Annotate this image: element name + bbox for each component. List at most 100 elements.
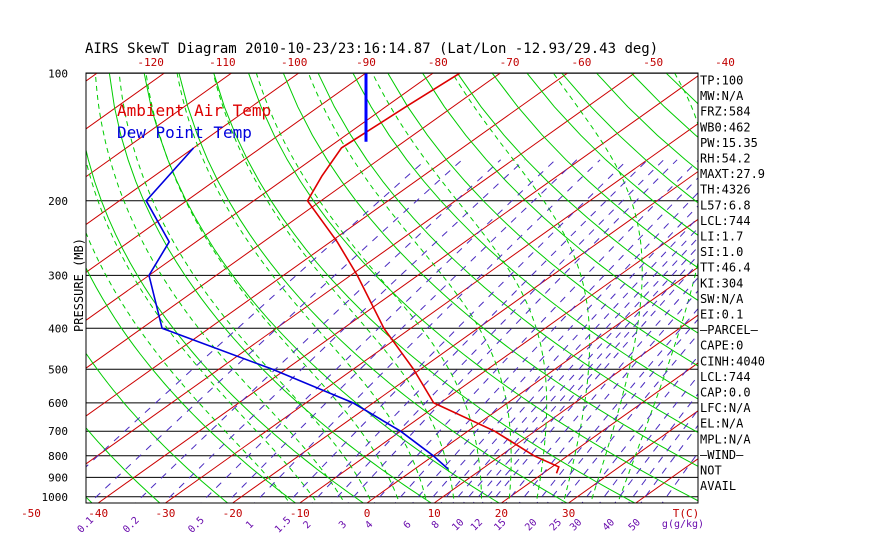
bottom-temp-tick-label: 30 — [562, 507, 575, 520]
mixing-ratio-tick-label: 40 — [601, 517, 617, 533]
index-item: LI:1.7 — [700, 230, 743, 244]
dry-adiabat-line — [282, 73, 698, 467]
mixing-ratio-tick-label: 2 — [302, 519, 314, 531]
mixing-ratio-line — [640, 424, 698, 503]
grid-lines — [86, 73, 870, 507]
index-item: LCL:744 — [700, 214, 751, 228]
dry-adiabat-line — [840, 73, 870, 507]
index-item: CINH:4040 — [700, 354, 765, 368]
mixing-ratio-tick-label: 0.5 — [186, 515, 207, 536]
mixing-ratio-line — [347, 159, 678, 503]
mixing-ratio-line — [598, 375, 698, 503]
dry-adiabat-line — [143, 73, 501, 503]
moist-adiabat-line — [452, 73, 591, 503]
top-temp-tick-label: -80 — [428, 56, 448, 69]
moist-adiabat-line — [308, 73, 512, 503]
mixing-ratio-line — [253, 159, 601, 503]
mixing-ratio-line — [134, 159, 502, 503]
mixing-ratio-line — [311, 159, 649, 503]
dry-adiabat-line — [526, 73, 698, 236]
plot-border — [85, 72, 699, 504]
isotherm-line — [299, 218, 698, 503]
legend-dewpoint: Dew Point Temp — [117, 123, 252, 142]
index-item: MAXT:27.9 — [700, 167, 765, 181]
top-temp-tick-label: -100 — [281, 56, 308, 69]
isotherm-line — [433, 314, 698, 503]
dry-adiabat-line — [213, 73, 636, 503]
dry-adiabat-line — [86, 266, 297, 503]
dew-point-line — [145, 147, 449, 470]
index-item: EI:0.1 — [700, 308, 743, 322]
index-item: FRZ:584 — [700, 105, 751, 119]
dry-adiabat-line — [108, 73, 433, 503]
isotherm-line — [86, 73, 501, 369]
isotherm-line — [86, 73, 434, 321]
bottom-temp-tick-label: -10 — [290, 507, 310, 520]
index-item: WB0:462 — [700, 120, 751, 134]
mixing-ratio-tick-label: 50 — [627, 517, 643, 533]
mixing-ratio-tick-label: 20 — [523, 517, 539, 533]
mixing-ratio-line — [627, 409, 698, 503]
dry-adiabat-line — [491, 73, 698, 269]
mixing-ratio-tick-label: 12 — [469, 517, 485, 533]
mixing-ratio-line — [225, 159, 578, 503]
isotherm-line — [86, 73, 568, 417]
moist-adiabat-line — [86, 158, 318, 503]
mixing-ratio-line — [505, 277, 698, 503]
dry-adiabat-line — [422, 73, 698, 334]
bottom-temp-tick-label: 10 — [428, 507, 441, 520]
mixing-ratio-line — [472, 246, 698, 503]
bottom-axis-unit: T(C) — [673, 507, 700, 520]
index-item: TH:4326 — [700, 183, 751, 197]
mixing-ratio-line — [331, 159, 665, 503]
index-item: CAP:0.0 — [700, 386, 751, 400]
bottom-temp-tick-label: 20 — [495, 507, 508, 520]
mixing-ratio-tick-label: 10 — [450, 517, 466, 533]
top-temp-tick-label: -120 — [137, 56, 164, 69]
dry-adiabat-line — [457, 73, 698, 301]
isotherm-line — [97, 75, 698, 503]
dry-adiabat-line — [806, 73, 870, 507]
mixing-ratio-tick-label: 3 — [337, 519, 349, 531]
index-item: MPL:N/A — [700, 432, 751, 446]
top-temp-tick-label: -40 — [715, 56, 735, 69]
moist-adiabat-line — [212, 73, 455, 503]
bottom-temp-tick-label: 0 — [364, 507, 371, 520]
chart-title: AIRS SkewT Diagram 2010-10-23/23:16:14.8… — [85, 41, 658, 57]
bottom-temp-tick-label: -20 — [223, 507, 243, 520]
mixing-ratio-line — [163, 159, 525, 503]
index-item: AVAIL — [700, 479, 736, 493]
mixing-ratio-line — [490, 262, 698, 503]
dry-adiabat-line — [178, 73, 568, 503]
pressure-tick-label: 600 — [48, 397, 68, 410]
mixing-ratio-tick-label: 0.2 — [121, 515, 142, 536]
mixing-ratio-line — [581, 355, 698, 503]
mixing-ratio-tick-label: 4 — [363, 519, 375, 531]
top-temp-tick-label: -50 — [643, 56, 663, 69]
pressure-tick-label: 400 — [48, 322, 68, 335]
index-item: KI:304 — [700, 276, 743, 290]
moist-adiabat-line — [255, 73, 483, 503]
sounding-curves — [145, 73, 560, 474]
bottom-temp-tick-label: -50 — [21, 507, 41, 520]
dry-adiabat-line — [771, 73, 870, 507]
index-item: —WIND— — [700, 448, 744, 462]
dry-adiabat-line — [352, 73, 698, 400]
pressure-tick-label: 700 — [48, 425, 68, 438]
pressure-tick-label: 500 — [48, 363, 68, 376]
index-item: MW:N/A — [700, 89, 744, 103]
isotherm-line — [366, 266, 698, 503]
isotherm-line — [501, 362, 698, 503]
index-item: RH:54.2 — [700, 152, 751, 166]
index-item: EL:N/A — [700, 417, 744, 431]
bottom-temp-tick-label: -40 — [88, 507, 108, 520]
moist-adiabat-line — [617, 73, 698, 503]
pressure-tick-label: 900 — [48, 471, 68, 484]
pressure-tick-label: 200 — [48, 195, 68, 208]
mixing-ratio-line — [614, 393, 698, 503]
mixing-ratio-line — [462, 237, 698, 503]
isotherm-line — [568, 410, 698, 503]
index-item: PW:15.35 — [700, 136, 758, 150]
